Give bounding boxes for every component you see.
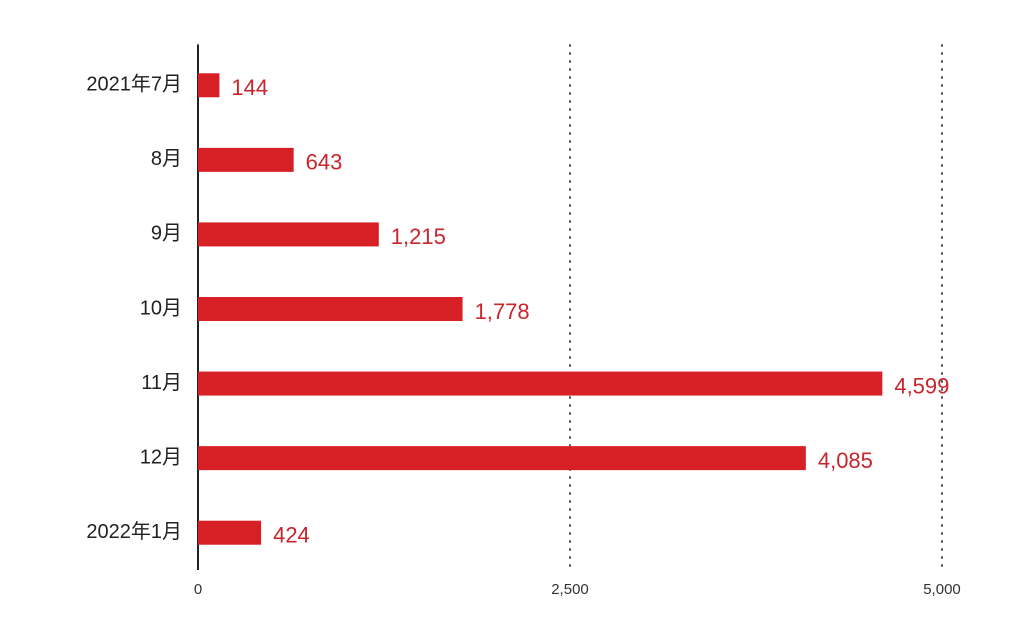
value-label: 643	[306, 150, 343, 175]
value-label: 1,215	[391, 224, 446, 249]
x-tick-label: 0	[194, 581, 202, 598]
y-tick-label: 12月	[140, 446, 182, 468]
y-tick-label: 11月	[141, 372, 182, 394]
x-tick-label: 2,500	[551, 581, 589, 598]
value-label: 144	[231, 75, 268, 100]
bar	[198, 371, 883, 396]
y-tick-label: 9月	[151, 223, 182, 245]
bar	[198, 446, 806, 471]
value-label: 1,778	[475, 299, 530, 324]
y-tick-label: 2021年7月	[86, 73, 182, 96]
y-tick-label: 8月	[151, 148, 182, 170]
value-label: 424	[273, 523, 310, 548]
bar	[198, 297, 463, 321]
y-tick-label: 2022年1月	[86, 520, 182, 543]
y-tick-label: 10月	[140, 297, 182, 319]
value-label: 4,085	[818, 448, 873, 473]
bar	[198, 222, 379, 247]
bar	[198, 73, 220, 98]
x-tick-label: 5,000	[923, 581, 961, 598]
bar	[198, 520, 262, 545]
value-label: 4,599	[894, 373, 949, 398]
bar	[198, 147, 294, 172]
